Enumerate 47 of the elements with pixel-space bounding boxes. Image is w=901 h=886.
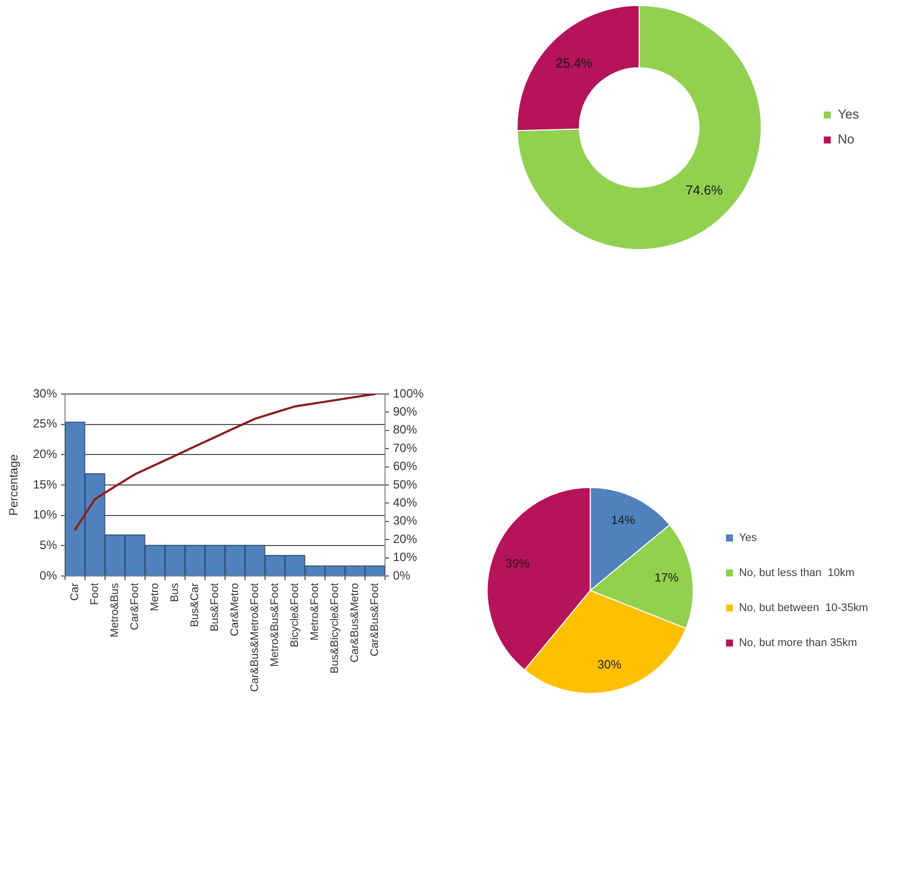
x-tick-label: Car&Metro: [229, 583, 242, 636]
x-tick-label: Foot: [89, 583, 102, 606]
y-tick-label: 10%: [32, 508, 58, 522]
x-tick-label: Bus&Car: [189, 582, 202, 628]
y2-tick-label: 20%: [393, 532, 418, 546]
y2-tick-label: 60%: [393, 459, 418, 474]
data-label: 25.4%: [556, 56, 593, 71]
x-tick-label: Car&Bus&Foot: [369, 583, 382, 656]
legend-label: No, but less than 10km: [738, 567, 855, 580]
x-tick-label: Metro&Bus: [109, 582, 122, 638]
legend-label: No: [838, 132, 854, 147]
y-tick-label: 15%: [32, 477, 58, 492]
x-tick-label: Car&Bus&Metro&Foot: [249, 583, 262, 692]
y-tick-label: 5%: [40, 538, 58, 552]
y-tick-label: 25%: [32, 416, 58, 431]
legend-label: Yes: [838, 106, 860, 122]
x-tick-label: Car&Bus&Metro: [349, 583, 362, 662]
y-axis-title: Percentage: [6, 454, 21, 516]
y-tick-label: 0%: [40, 568, 58, 582]
data-label: 17%: [654, 570, 679, 585]
legend-label: No, but more than 35km: [738, 637, 857, 650]
y2-tick-label: 30%: [393, 514, 418, 528]
x-tick-label: Bicycle&Foot: [289, 583, 302, 648]
data-label: 14%: [611, 512, 636, 527]
data-label: 74.6%: [686, 182, 724, 198]
y2-tick-label: 50%: [393, 477, 418, 492]
x-tick-label: Car: [69, 582, 82, 601]
y2-tick-label: 90%: [393, 404, 418, 419]
x-tick-label: Metro&Foot: [309, 583, 322, 640]
data-label: 39%: [506, 556, 530, 571]
x-tick-label: Bus&Bicycle&Foot: [329, 583, 342, 674]
y2-tick-label: 40%: [393, 496, 418, 510]
y2-tick-label: 100%: [393, 386, 424, 400]
x-tick-label: Metro&Bus&Foot: [269, 583, 282, 667]
x-tick-label: Bus&Foot: [209, 583, 222, 632]
y-tick-label: 30%: [32, 386, 58, 400]
y2-tick-label: 10%: [393, 550, 418, 564]
legend-label: No, but between 10-35km: [738, 602, 868, 614]
legend-label: Yes: [738, 532, 758, 544]
y2-tick-label: 0%: [393, 568, 411, 582]
x-tick-label: Metro: [149, 583, 162, 612]
x-tick-label: Bus: [169, 582, 182, 602]
data-label: 30%: [597, 658, 622, 672]
y2-tick-label: 70%: [393, 440, 418, 455]
y-tick-label: 20%: [32, 446, 58, 461]
y2-tick-label: 80%: [393, 422, 418, 437]
x-tick-label: Car&Foot: [129, 583, 142, 630]
